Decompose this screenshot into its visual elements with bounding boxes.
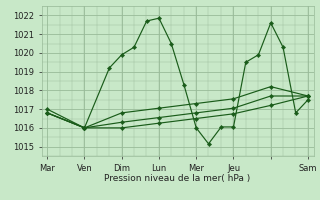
X-axis label: Pression niveau de la mer( hPa ): Pression niveau de la mer( hPa ) [104, 174, 251, 183]
